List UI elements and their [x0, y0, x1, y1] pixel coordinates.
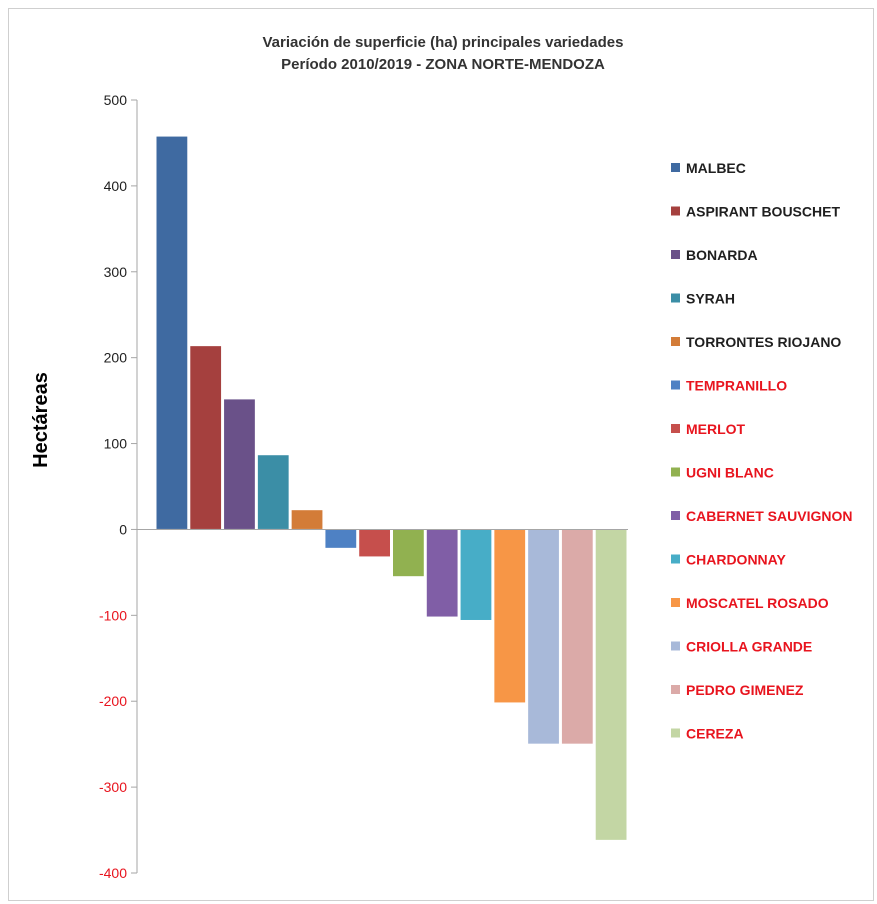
- legend-swatch: [671, 163, 680, 172]
- bar-chardonnay: [459, 528, 493, 621]
- legend-label: CHARDONNAY: [686, 552, 786, 568]
- y-tick-label: -400: [99, 865, 127, 881]
- legend-swatch: [671, 206, 680, 216]
- bar-syrah: [256, 454, 290, 530]
- legend-swatch: [671, 467, 680, 477]
- chart-title-line-1: Variación de superficie (ha) principales…: [263, 34, 624, 51]
- legend-label: PEDRO GIMENEZ: [686, 682, 804, 698]
- legend-swatch: [671, 641, 680, 651]
- bar-moscatel-rosado: [493, 528, 527, 704]
- y-tick-label: 400: [104, 178, 128, 194]
- y-axis: 500 400 300 200 100 0 -100 -200 -300 -400: [99, 92, 138, 881]
- legend-label: BONARDA: [686, 247, 758, 263]
- y-tick-label: 200: [104, 350, 128, 366]
- y-tick-label: 500: [104, 92, 128, 108]
- bar-ugni-blanc: [392, 528, 425, 578]
- bar-bonarda: [223, 398, 256, 530]
- y-axis-label: Hectáreas: [30, 372, 52, 468]
- legend-swatch: [671, 511, 680, 520]
- legend-swatch: [671, 424, 680, 433]
- legend: MALBEC ASPIRANT BOUSCHET BONARDA SYRAH TORRO…: [671, 160, 852, 742]
- bar-criolla-grande: [527, 528, 560, 745]
- bar-cereza: [594, 528, 628, 841]
- y-tick-label: -200: [99, 693, 127, 709]
- legend-label: SYRAH: [686, 291, 735, 307]
- bar-cabernet-sauvignon: [425, 528, 459, 618]
- bar-torrontes-riojano: [290, 509, 324, 530]
- y-tick-label: -100: [99, 607, 127, 623]
- legend-swatch: [671, 250, 680, 259]
- legend-label: TEMPRANILLO: [686, 378, 787, 394]
- bar-tempranillo: [324, 528, 358, 549]
- legend-label: MALBEC: [686, 160, 746, 176]
- legend-label: MOSCATEL ROSADO: [686, 595, 829, 611]
- y-tick-label: -300: [99, 779, 127, 795]
- legend-swatch: [671, 293, 680, 303]
- y-tick-label: 300: [104, 264, 128, 280]
- chart-title: Variación de superficie (ha) principales…: [263, 34, 624, 73]
- bar-merlot: [358, 528, 392, 558]
- legend-label: UGNI BLANC: [686, 465, 774, 481]
- legend-swatch: [671, 554, 680, 564]
- chart-title-line-2: Período 2010/2019 - ZONA NORTE-MENDOZA: [281, 56, 605, 73]
- y-tick-label: 100: [104, 436, 128, 452]
- legend-label: CRIOLLA GRANDE: [686, 639, 812, 655]
- legend-swatch: [671, 728, 680, 738]
- chart-frame: [8, 8, 874, 901]
- bar-malbec: [155, 135, 189, 530]
- legend-swatch: [671, 380, 680, 390]
- bar-aspirant-bouschet: [189, 345, 223, 530]
- legend-swatch: [671, 685, 680, 694]
- bars: [155, 135, 628, 841]
- legend-swatch: [671, 337, 680, 346]
- legend-label: MERLOT: [686, 421, 746, 437]
- y-tick-label: 0: [119, 521, 127, 537]
- legend-label: CEREZA: [686, 726, 744, 742]
- legend-label: CABERNET SAUVIGNON: [686, 508, 852, 524]
- legend-swatch: [671, 598, 680, 607]
- bar-pedro-gimenez: [560, 528, 594, 745]
- legend-label: TORRONTES RIOJANO: [686, 334, 841, 350]
- legend-label: ASPIRANT BOUSCHET: [686, 204, 840, 220]
